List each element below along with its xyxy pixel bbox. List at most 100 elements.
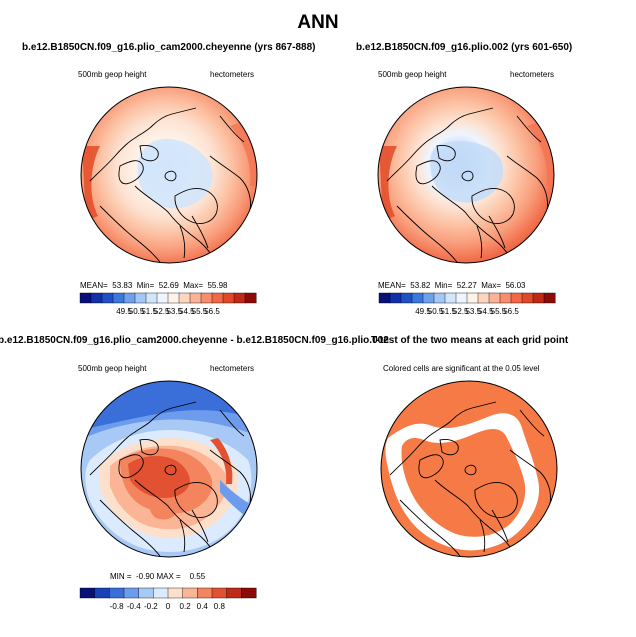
- colorbar-swatch: [79, 587, 96, 599]
- colorbar-swatch: [455, 292, 468, 304]
- colorbar-swatch: [145, 292, 158, 304]
- colorbar-tick-label: 56.5: [204, 307, 220, 316]
- colorbar-tick-label: 51.5: [440, 307, 456, 316]
- panel-1-mean: 53.83: [112, 281, 133, 290]
- colorbar-tick-label: 52.5: [153, 307, 170, 316]
- panel-4-coastlines: [389, 401, 551, 557]
- colorbar-tick-label: -0.4: [126, 602, 141, 611]
- panel-1-max: 55.98: [207, 281, 228, 290]
- colorbar-swatch: [200, 292, 213, 304]
- colorbar-swatch: [109, 587, 125, 599]
- panel-1-colorbar: [79, 292, 257, 304]
- colorbar-tick-label: -0.2: [143, 602, 158, 611]
- panel-3-title: b.e12.B1850CN.f09_g16.plio_cam2000.cheye…: [0, 335, 389, 346]
- panel-3-stats: MIN = -0.90 MAX = 0.55: [110, 572, 206, 581]
- panel-1-title: b.e12.B1850CN.f09_g16.plio_cam2000.cheye…: [22, 42, 316, 53]
- colorbar-swatch: [211, 587, 228, 599]
- panel-1-map: [80, 86, 258, 264]
- colorbar-tick-label: 54.5: [478, 307, 494, 316]
- colorbar-swatch: [153, 587, 169, 599]
- panel-3-units-label: hectometers: [210, 364, 255, 373]
- colorbar-swatch: [466, 292, 479, 304]
- panel-3-variable-label: 500mb geop height: [78, 364, 147, 373]
- colorbar-swatch: [488, 292, 501, 304]
- colorbar-swatch: [167, 587, 184, 599]
- colorbar-tick-label: 53.5: [166, 307, 183, 316]
- panel-2-map: [377, 86, 555, 264]
- colorbar-swatch: [433, 292, 446, 304]
- colorbar-tick-label: 49.5: [116, 307, 132, 316]
- colorbar-tick-label: 0.4: [196, 602, 208, 611]
- colorbar-tick-label: 0.2: [179, 602, 191, 611]
- colorbar-swatch: [189, 292, 202, 304]
- colorbar-swatch: [222, 292, 235, 304]
- panel-4-subtitle: Colored cells are significant at the 0.0…: [383, 364, 540, 373]
- panel-2-title: b.e12.B1850CN.f09_g16.plio.002 (yrs 601-…: [356, 42, 573, 53]
- colorbar-swatch: [422, 292, 435, 304]
- colorbar-tick-label: 55.5: [490, 307, 507, 316]
- colorbar-swatch: [226, 587, 242, 599]
- panel-2-colorbar: [378, 292, 556, 304]
- panel-2-units-label: hectometers: [510, 70, 555, 79]
- colorbar-tick-label: 53.5: [465, 307, 482, 316]
- panel-2-stats: MEAN= 53.82 Min= 52.27 Max= 56.03: [378, 281, 526, 290]
- colorbar-swatch: [389, 292, 402, 304]
- panel-1-variable-label: 500mb geop height: [78, 70, 147, 79]
- panel-1-min: 52.69: [158, 281, 179, 290]
- panel-3-colorbar: [79, 587, 257, 599]
- colorbar-swatch: [211, 292, 224, 304]
- colorbar-swatch: [241, 587, 257, 599]
- colorbar-swatch: [182, 587, 198, 599]
- panel-1-units-label: hectometers: [210, 70, 255, 79]
- colorbar-tick-label: 50.5: [427, 307, 444, 316]
- colorbar-swatch: [94, 587, 110, 599]
- colorbar-swatch: [378, 292, 391, 304]
- colorbar-swatch: [532, 292, 545, 304]
- colorbar-swatch: [233, 292, 246, 304]
- colorbar-swatch: [134, 292, 147, 304]
- colorbar-tick-label: 54.5: [179, 307, 195, 316]
- colorbar-swatch: [123, 292, 136, 304]
- figure-title: ANN: [297, 12, 339, 33]
- colorbar-swatch: [499, 292, 512, 304]
- panel-3-min: -0.90: [136, 572, 155, 581]
- panel-3-map: [80, 380, 258, 558]
- colorbar-swatch: [543, 292, 556, 304]
- colorbar-tick-label: 55.5: [191, 307, 208, 316]
- colorbar-swatch: [101, 292, 114, 304]
- panel-2-variable-label: 500mb geop height: [378, 70, 447, 79]
- colorbar-swatch: [244, 292, 257, 304]
- panel-3-coastlines: [89, 401, 251, 557]
- panel-3-max: 0.55: [189, 572, 206, 581]
- panel-2-mean: 53.82: [410, 281, 431, 290]
- colorbar-swatch: [197, 587, 213, 599]
- panel-4-title: T-test of the two means at each grid poi…: [371, 335, 569, 346]
- colorbar-swatch: [156, 292, 169, 304]
- colorbar-tick-label: 52.5: [452, 307, 469, 316]
- colorbar-tick-label: 0: [165, 602, 171, 611]
- colorbar-tick-label: 0.8: [213, 602, 225, 611]
- panel-2-min: 52.27: [456, 281, 477, 290]
- colorbar-swatch: [477, 292, 490, 304]
- colorbar-swatch: [178, 292, 191, 304]
- panel-1-coastlines: [89, 107, 251, 263]
- colorbar-tick-label: 56.5: [503, 307, 519, 316]
- colorbar-swatch: [400, 292, 413, 304]
- colorbar-tick-label: -0.8: [109, 602, 124, 611]
- colorbar-tick-label: 51.5: [141, 307, 157, 316]
- panel-1-stats: MEAN= 53.83 Min= 52.69 Max= 55.98: [80, 281, 228, 290]
- colorbar-swatch: [510, 292, 523, 304]
- colorbar-swatch: [79, 292, 92, 304]
- colorbar-swatch: [90, 292, 103, 304]
- colorbar-swatch: [444, 292, 457, 304]
- colorbar-swatch: [138, 587, 154, 599]
- panel-2-coastlines: [386, 107, 548, 263]
- colorbar-swatch: [411, 292, 424, 304]
- panel-2-max: 56.03: [505, 281, 526, 290]
- panel-4-nonsignificant-ring: [385, 413, 540, 551]
- panel-4-map: [380, 380, 558, 558]
- colorbar-tick-label: 50.5: [128, 307, 145, 316]
- colorbar-swatch: [521, 292, 534, 304]
- colorbar-swatch: [112, 292, 125, 304]
- colorbar-tick-label: 49.5: [415, 307, 431, 316]
